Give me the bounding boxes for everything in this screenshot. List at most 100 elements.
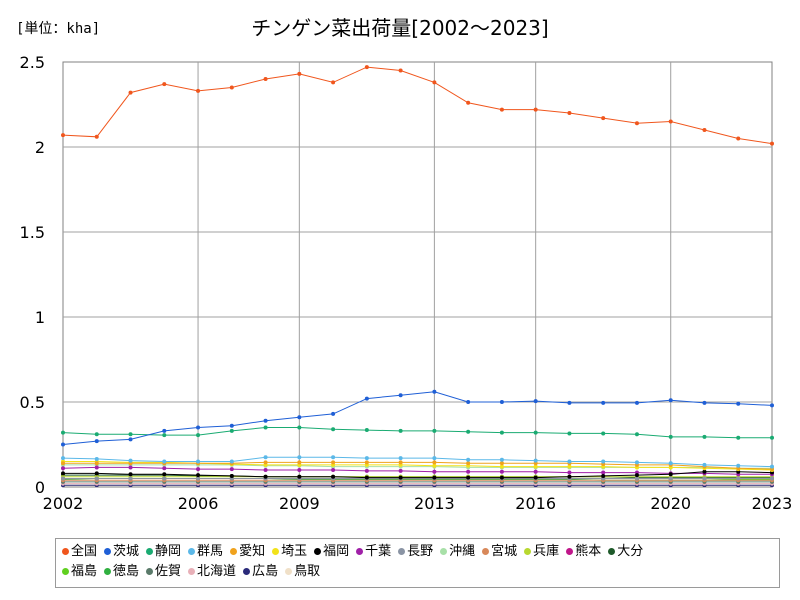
data-point	[634, 476, 639, 481]
data-point	[263, 418, 268, 423]
data-point	[601, 431, 606, 436]
legend-label: 愛知	[239, 544, 266, 559]
legend-label: 熊本	[575, 544, 602, 559]
legend-item: 全国	[62, 542, 97, 562]
data-point	[736, 136, 741, 141]
data-point	[263, 460, 268, 465]
series-line	[63, 471, 773, 479]
data-point	[398, 468, 403, 473]
data-point	[94, 461, 99, 466]
x-tick-label: 2016	[515, 494, 556, 513]
legend-item: 兵庫	[524, 542, 559, 562]
legend-label: 長野	[407, 544, 434, 559]
data-point	[61, 471, 65, 476]
data-point	[94, 476, 99, 481]
data-point	[331, 474, 336, 479]
data-point	[94, 432, 99, 437]
data-point	[702, 462, 707, 467]
series-line	[62, 427, 772, 439]
legend-marker-icon	[62, 548, 69, 555]
series-line	[62, 66, 773, 145]
data-point	[634, 473, 639, 478]
data-point	[466, 469, 471, 474]
legend-marker-icon	[482, 548, 490, 555]
legend-item: 福岡	[314, 542, 349, 562]
data-point	[432, 469, 437, 474]
chart-title: チンゲン菜出荷量[2002～2023]	[251, 16, 549, 40]
legend-label: 福島	[71, 564, 98, 579]
data-point	[499, 469, 504, 474]
legend-label: 群馬	[197, 544, 224, 559]
data-point	[702, 128, 707, 132]
series-line	[62, 391, 773, 445]
legend-label: 佐賀	[155, 564, 182, 579]
data-point	[331, 455, 336, 460]
y-tick-label: 2.5	[20, 53, 45, 72]
legend-item: 埼玉	[272, 542, 307, 562]
legend-item: 静岡	[146, 542, 181, 562]
plot-area	[62, 61, 773, 488]
data-point	[601, 470, 606, 475]
legend-marker-icon	[285, 568, 293, 575]
data-point	[196, 473, 201, 478]
legend-item: 熊本	[566, 542, 601, 562]
data-point	[263, 425, 268, 430]
legend-marker-icon	[440, 548, 448, 555]
legend-item: 群馬	[188, 542, 223, 562]
data-point	[61, 466, 65, 471]
legend-item: 広島	[243, 562, 278, 582]
data-point	[128, 472, 133, 477]
legend-label: 兵庫	[533, 544, 560, 559]
y-tick-label: 1	[35, 308, 45, 327]
legend-label: 広島	[252, 564, 279, 579]
data-point	[162, 472, 167, 477]
data-point	[162, 428, 167, 433]
data-point	[432, 80, 437, 85]
data-point	[533, 107, 538, 112]
data-point	[263, 455, 268, 460]
legend-marker-icon	[314, 548, 322, 555]
data-point	[128, 458, 133, 463]
data-point	[668, 476, 673, 481]
data-point	[229, 473, 234, 478]
data-point	[770, 476, 774, 481]
legend-label: 鳥取	[294, 564, 321, 579]
data-point	[196, 425, 201, 430]
legend-marker-icon	[104, 568, 112, 575]
data-point	[61, 430, 65, 435]
data-point	[634, 432, 639, 437]
data-point	[263, 77, 268, 81]
data-point	[770, 141, 774, 146]
data-point	[668, 472, 673, 477]
legend-item: 茨城	[104, 542, 139, 562]
data-point	[229, 423, 234, 428]
data-point	[533, 469, 538, 474]
data-point	[668, 119, 673, 124]
data-point	[364, 428, 369, 433]
data-point	[297, 425, 302, 430]
legend-item: 徳島	[104, 562, 139, 582]
data-point	[398, 475, 403, 480]
legend-label: 北海道	[197, 564, 237, 579]
data-point	[398, 460, 403, 465]
data-point	[567, 474, 572, 479]
legend-label: 宮城	[491, 544, 518, 559]
data-point	[702, 400, 707, 405]
data-point	[533, 458, 538, 463]
legend-marker-icon	[398, 548, 406, 555]
data-point	[702, 476, 707, 481]
y-tick-label: 0.5	[20, 393, 45, 412]
legend-label: 静岡	[155, 544, 182, 559]
data-point	[567, 470, 572, 475]
data-point	[364, 456, 369, 461]
data-point	[499, 430, 504, 435]
data-point	[432, 428, 437, 433]
data-point	[668, 398, 673, 403]
legend-label: 徳島	[113, 564, 140, 579]
data-point	[331, 460, 336, 465]
data-point	[533, 464, 538, 469]
y-tick-label: 0	[35, 478, 45, 497]
data-point	[499, 475, 504, 480]
data-point	[466, 457, 471, 462]
